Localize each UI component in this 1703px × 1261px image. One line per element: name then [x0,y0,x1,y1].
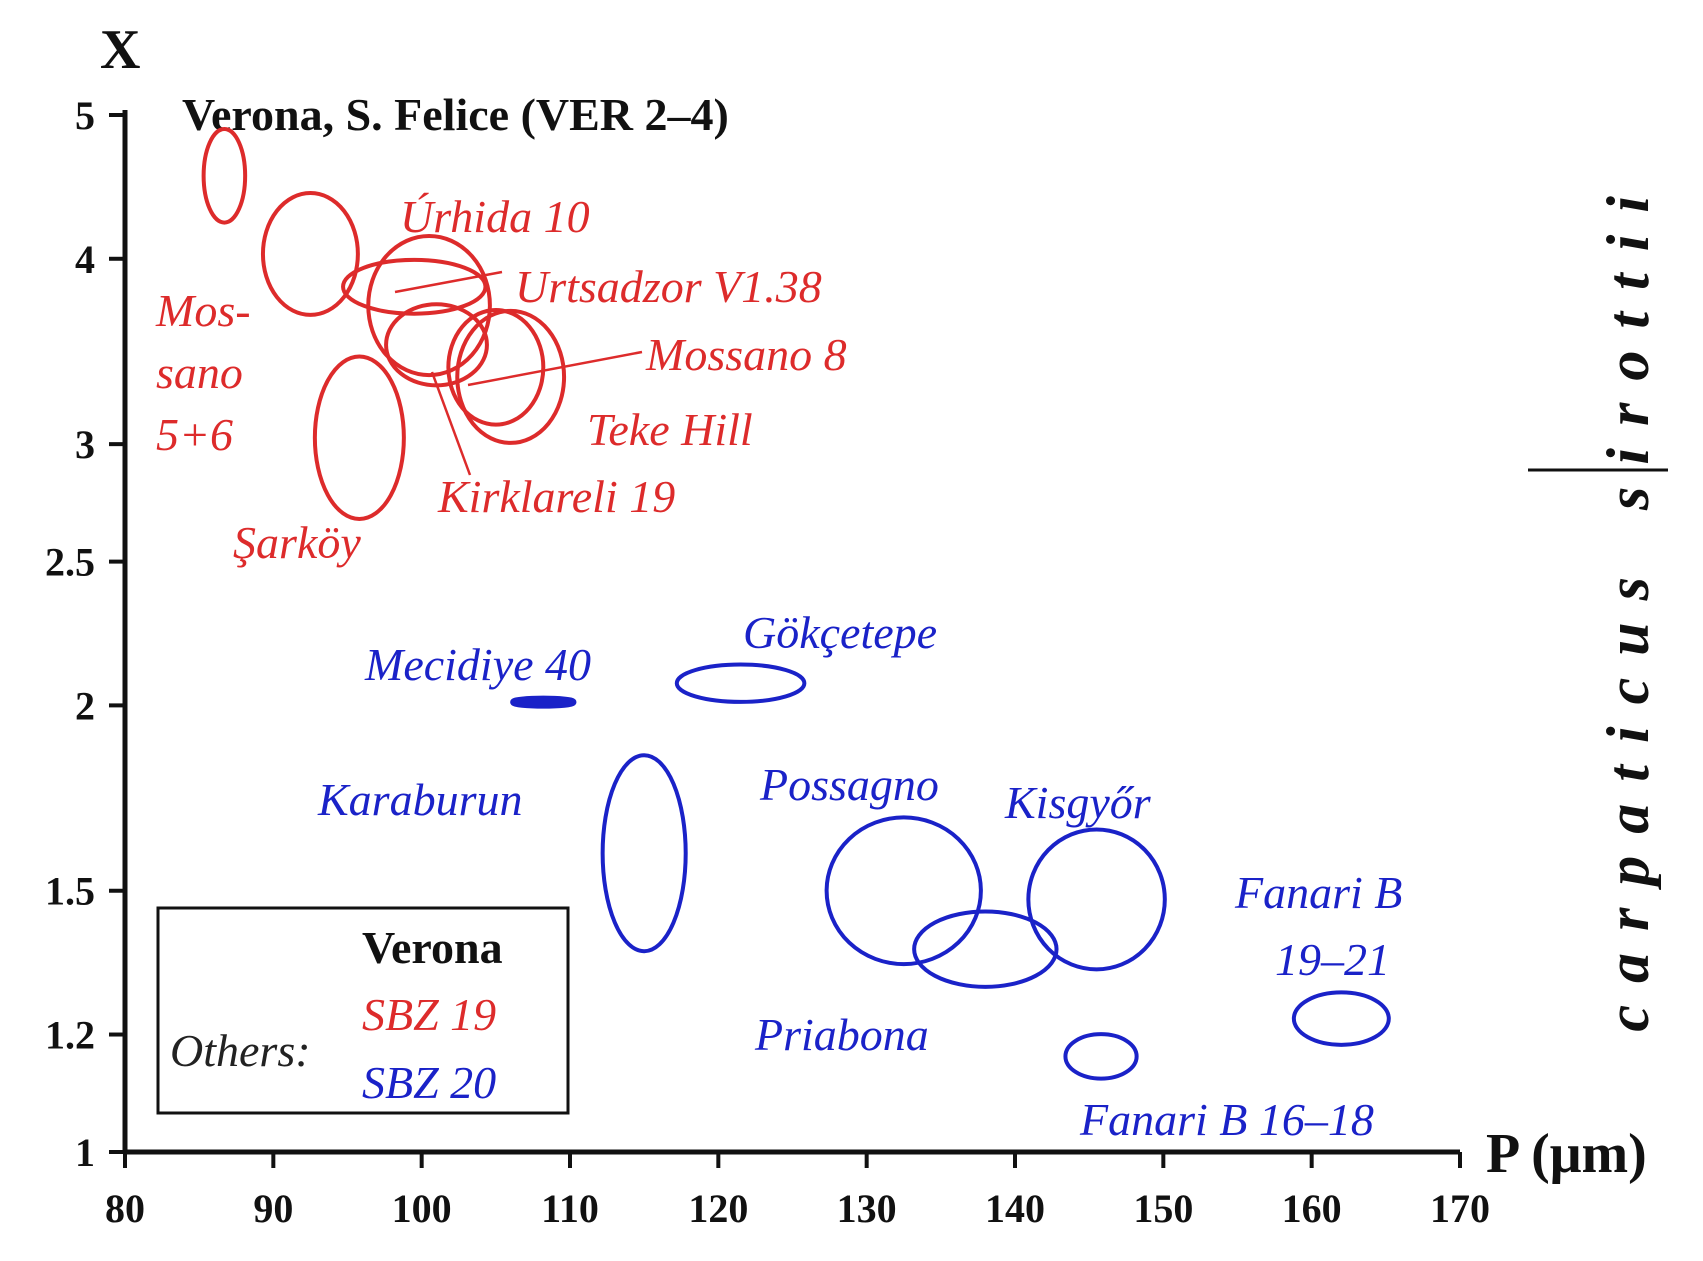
y-tick-label: 1.2 [45,1013,95,1058]
label-sarkoy: Şarköy [233,517,361,568]
sample-ellipse-rhida-10 [341,257,488,316]
x-ticks: 80 90 100 110 120 130 140 150 160 170 [105,1152,1490,1231]
sample-ellipse-kisgy-r [1026,827,1167,972]
sample-ellipse-urtsadzor-v1-38 [366,233,492,378]
leader-line-mossano-8 [467,350,643,387]
sample-ellipse-fanari-b-19-21 [1291,990,1391,1047]
labels-sbz20: Mecidiye 40 Gökçetepe Karaburun Possagno… [317,607,1402,1145]
x-tick-label: 90 [253,1186,293,1231]
y-tick-label: 2.5 [45,540,95,585]
label-kisgyor: Kisgyőr [1004,777,1152,828]
label-fanari-16-18: Fanari B 16–18 [1079,1094,1374,1145]
legend: Verona SBZ 19 Others: SBZ 20 [156,906,570,1115]
x-tick-label: 110 [541,1186,599,1231]
sample-ellipse-priabona [912,909,1059,989]
sample-ellipse-ark-y [312,354,406,521]
label-possagno: Possagno [759,759,939,810]
y-tick-label: 2 [75,683,95,728]
x-axis-title: P (μm) [1486,1123,1647,1185]
label-fanari-19-21-line2: 19–21 [1275,934,1390,985]
legend-verona: Verona [362,922,503,973]
sample-ellipse-mos-sano-5-6 [260,191,360,317]
label-urtsadzor: Urtsadzor V1.38 [515,261,822,312]
side-label-sirottii: sirottii [1595,174,1661,511]
x-tick-label: 120 [688,1186,748,1231]
x-tick-label: 80 [105,1186,145,1231]
y-tick-label: 3 [75,422,95,467]
leader-line-kirklareli [430,371,472,476]
legend-sbz20: SBZ 20 [362,1057,496,1108]
sample-ellipse-mecidiye-40 [510,695,577,709]
legend-box [156,906,570,1115]
sample-ellipse-kirklareli-19 [384,302,489,388]
sample-ellipse-karaburun [600,753,688,954]
labels-sbz19: Úrhida 10 Urtsadzor V1.38 Mossano 8 Teke… [155,191,847,568]
side-label-carpaticus: carpaticus [1595,555,1661,1032]
label-kirklareli: Kirklareli 19 [437,471,675,522]
sample-ellipse-fanari-b-16-18 [1063,1032,1139,1081]
label-teke-hill: Teke Hill [587,404,753,455]
label-mossano-line3: 5+6 [156,409,233,460]
label-mecidiye: Mecidiye 40 [364,639,591,690]
axes [122,110,1460,1155]
label-karaburun: Karaburun [317,774,522,825]
x-tick-label: 160 [1282,1186,1342,1231]
sample-ellipse-verona-s-felice-ver-2-4 [201,126,248,225]
side-annotation: carpaticus sirottii [1528,174,1668,1032]
x-tick-label: 130 [837,1186,897,1231]
y-tick-label: 1 [75,1130,95,1175]
label-mossano-line2: sano [156,347,243,398]
label-urhida: Úrhida 10 [400,191,590,242]
label-fanari-19-21-line1: Fanari B [1234,867,1402,918]
label-mossano-line1: Mos- [155,285,251,336]
y-axis-title: X [100,19,140,81]
sample-ellipse-g-k-etepe [674,662,807,704]
x-tick-label: 170 [1430,1186,1490,1231]
legend-others: Others: [170,1025,311,1076]
y-tick-label: 4 [75,237,95,282]
label-gokcetepe: Gökçetepe [743,607,937,658]
sample-ellipse-teke-hill [455,308,567,445]
chart-title: Verona, S. Felice (VER 2–4) [182,89,729,140]
y-ticks: 1 1.2 1.5 2 2.5 3 4 5 [45,93,125,1175]
legend-sbz19: SBZ 19 [362,989,496,1040]
sample-ellipses [201,126,1391,1081]
sample-ellipse-possagno [824,815,983,967]
label-priabona: Priabona [754,1009,929,1060]
x-tick-label: 100 [392,1186,452,1231]
sample-ellipse-mossano-8 [446,307,546,427]
y-tick-label: 1.5 [45,869,95,914]
y-tick-label: 5 [75,93,95,138]
x-tick-label: 140 [985,1186,1045,1231]
label-mossano-8: Mossano 8 [645,329,847,380]
x-tick-label: 150 [1133,1186,1193,1231]
